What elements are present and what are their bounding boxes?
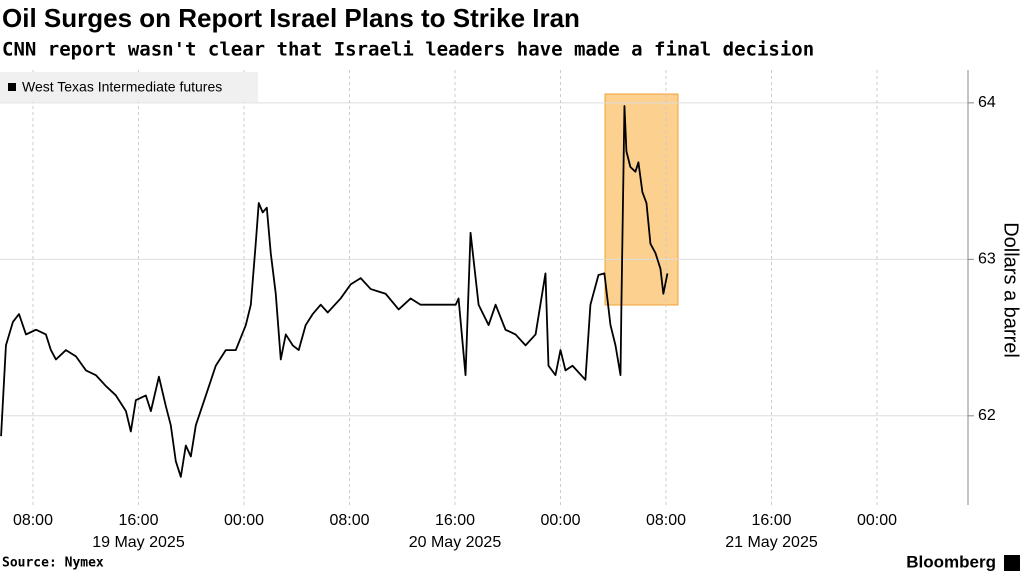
source: Source: Nymex bbox=[2, 556, 104, 571]
legend-box bbox=[0, 72, 258, 102]
y-tick-label: 63 bbox=[978, 251, 996, 268]
price-line bbox=[0, 105, 669, 478]
date-label: 20 May 2025 bbox=[409, 534, 502, 551]
x-tick-label: 00:00 bbox=[857, 512, 897, 529]
legend-label: West Texas Intermediate futures bbox=[22, 79, 222, 95]
x-tick-label: 16:00 bbox=[118, 512, 158, 529]
y-tick-label: 62 bbox=[978, 407, 996, 424]
x-tick-label: 16:00 bbox=[751, 512, 791, 529]
legend-swatch bbox=[8, 83, 16, 91]
chart-title: Oil Surges on Report Israel Plans to Str… bbox=[2, 3, 580, 33]
y-axis-label: Dollars a barrel bbox=[1000, 222, 1022, 358]
x-tick-label: 08:00 bbox=[646, 512, 686, 529]
date-label: 19 May 2025 bbox=[92, 534, 185, 551]
plot-area bbox=[0, 70, 968, 505]
x-tick-label: 00:00 bbox=[224, 512, 264, 529]
y-tick-label: 64 bbox=[978, 94, 996, 111]
date-label: 21 May 2025 bbox=[725, 534, 818, 551]
x-tick-label: 16:00 bbox=[435, 512, 475, 529]
x-tick-label: 08:00 bbox=[329, 512, 369, 529]
brand-icon bbox=[1004, 555, 1020, 571]
x-tick-label: 00:00 bbox=[540, 512, 580, 529]
chart-subtitle: CNN report wasn't clear that Israeli lea… bbox=[2, 39, 814, 61]
brand: Bloomberg bbox=[906, 552, 996, 571]
x-tick-label: 08:00 bbox=[13, 512, 53, 529]
